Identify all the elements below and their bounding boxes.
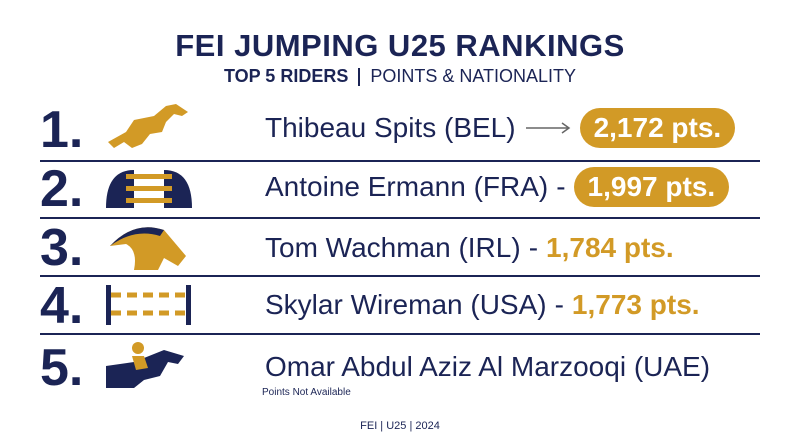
- note: Points Not Available: [262, 387, 351, 398]
- separator-line: [40, 333, 760, 335]
- points: 1,773 pts.: [571, 289, 700, 320]
- rank: 4.: [40, 277, 84, 335]
- separator: -: [556, 171, 566, 202]
- footer: FEI | U25 | 2024: [360, 420, 440, 432]
- horse-head-icon: [110, 227, 186, 270]
- separator: -: [528, 232, 539, 263]
- separator-line: [40, 217, 760, 219]
- ranking-row: Omar Abdul Aziz Al Marzooqi (UAE): [265, 347, 710, 387]
- subtitle-right: POINTS & NATIONALITY: [370, 66, 577, 86]
- subtitle: TOP 5 RIDERS POINTS & NATIONALITY: [0, 66, 800, 87]
- rank: 1.: [40, 101, 84, 159]
- points: 1,784 pts.: [546, 232, 674, 263]
- rider: Antoine Ermann (FRA): [265, 171, 549, 202]
- points: 1,997 pts.: [573, 167, 730, 207]
- ranking-row: Thibeau Spits (BEL) 2,172 pts.: [265, 108, 736, 148]
- fence-icon: [106, 285, 191, 325]
- rider: Skylar Wireman (USA): [265, 289, 547, 320]
- points: 2,172 pts.: [579, 108, 736, 148]
- ranking-row: Antoine Ermann (FRA) - 1,997 pts.: [265, 167, 730, 207]
- rider-icon: [106, 342, 184, 388]
- rider: Tom Wachman (IRL): [265, 232, 521, 263]
- subtitle-left: TOP 5 RIDERS: [223, 66, 349, 86]
- rider: Thibeau Spits (BEL): [265, 112, 516, 143]
- ranking-row: Tom Wachman (IRL) - 1,784 pts.: [265, 228, 674, 268]
- arrow: [525, 122, 570, 134]
- separator-line: [40, 275, 760, 277]
- separator: -: [554, 289, 564, 320]
- title: FEI JUMPING U25 RANKINGS: [175, 28, 625, 63]
- rider: Omar Abdul Aziz Al Marzooqi (UAE): [265, 351, 711, 382]
- rank: 3.: [40, 219, 84, 277]
- separator-line: [40, 160, 760, 162]
- ranking-row: Skylar Wireman (USA) - 1,773 pts.: [265, 285, 700, 325]
- jump-icon: [106, 170, 192, 208]
- rank: 5.: [40, 339, 84, 397]
- horse-icon: [108, 104, 188, 148]
- divider: [358, 67, 361, 86]
- rank: 2.: [40, 160, 84, 218]
